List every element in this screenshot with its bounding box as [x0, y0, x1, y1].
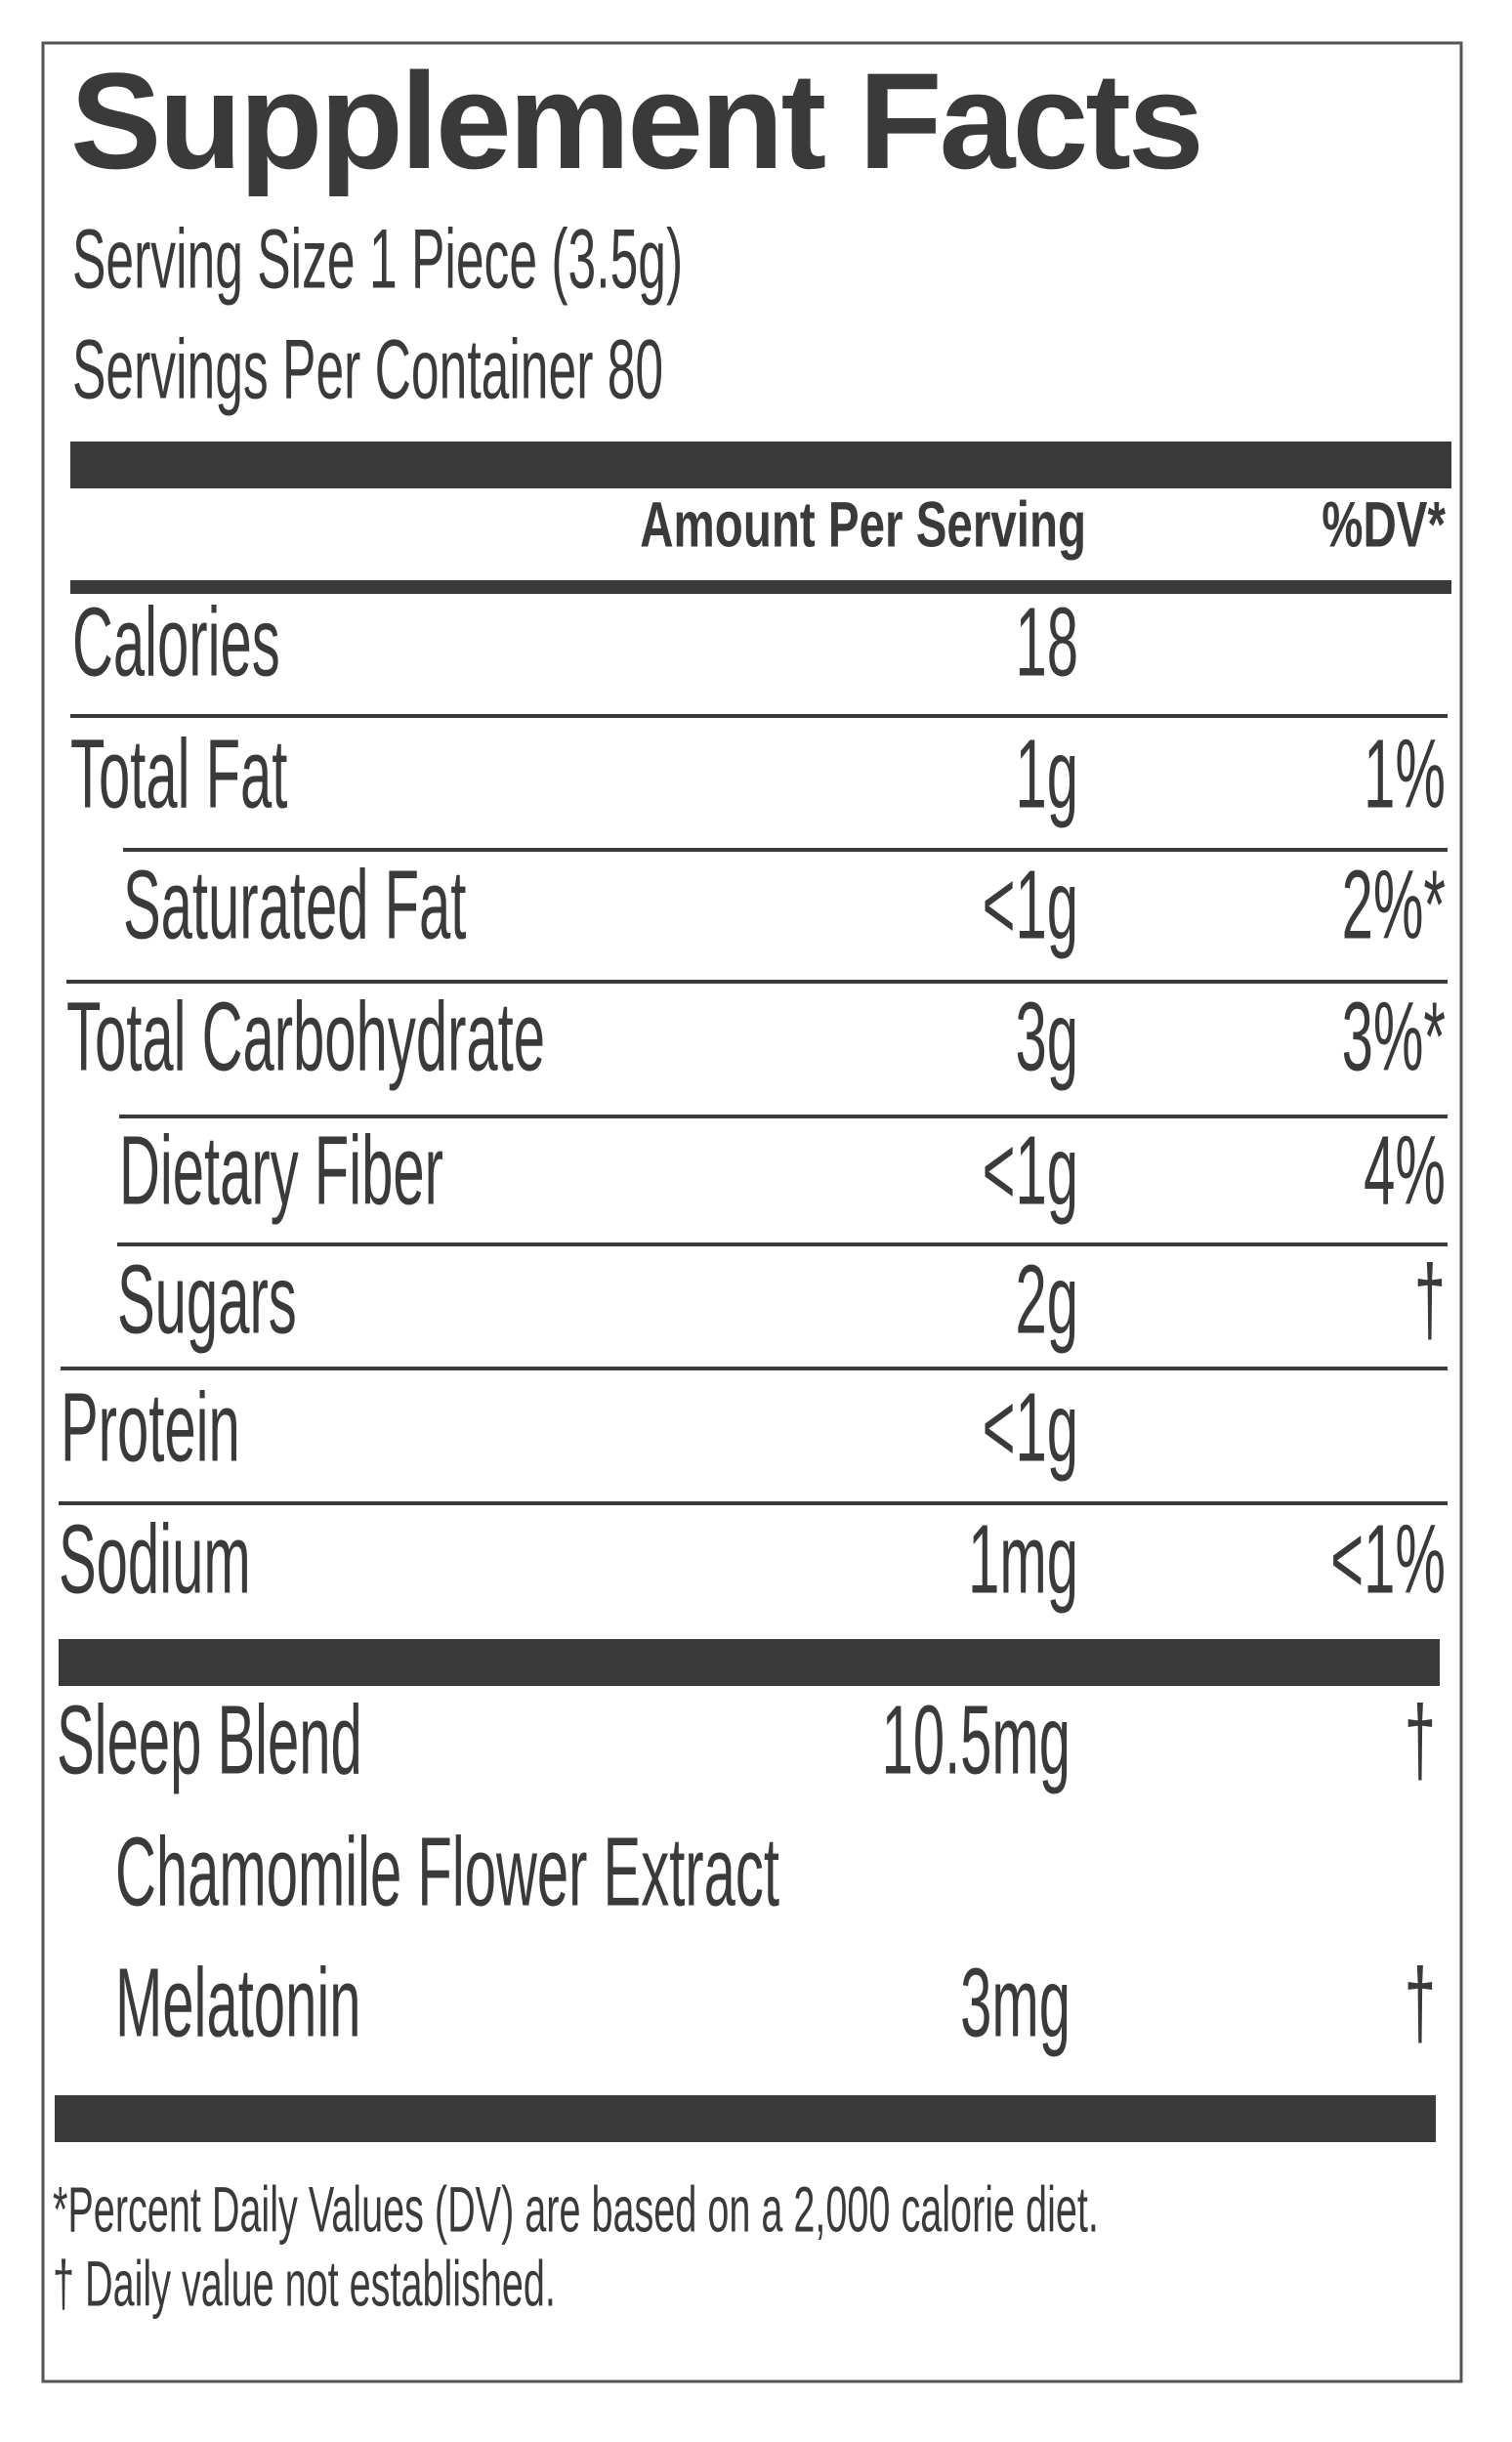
medium-bar — [70, 580, 1451, 594]
nutrient-amount: 1g — [1015, 720, 1078, 828]
serving-size: Serving Size 1 Piece (3.5g) — [72, 213, 683, 307]
nutrient-name: Protein — [61, 1373, 240, 1482]
blend-ingredient: Melatonin — [115, 1949, 360, 2057]
nutrient-amount: <1g — [983, 1116, 1078, 1225]
blend-ingredient: Sleep Blend — [57, 1686, 362, 1794]
nutrient-amount: 18 — [1015, 588, 1078, 696]
thick-bar — [55, 2095, 1436, 2142]
nutrient-amount: <1g — [983, 1373, 1078, 1482]
blend-ingredient: Chamomile Flower Extract — [115, 1818, 779, 1926]
nutrient-name: Sodium — [59, 1505, 251, 1614]
title: Supplement Facts — [70, 44, 1201, 197]
nutrient-name: Saturated Fat — [123, 851, 467, 959]
nutrient-dv: 2%* — [1342, 851, 1446, 959]
thick-bar — [70, 442, 1451, 488]
column-header: Amount Per Serving — [640, 489, 1086, 561]
blend-amount: 10.5mg — [882, 1686, 1071, 1794]
nutrient-amount: 2g — [1015, 1245, 1078, 1354]
nutrient-dv: 4% — [1364, 1116, 1446, 1225]
nutrient-name: Total Carbohydrate — [66, 983, 545, 1091]
nutrient-name: Dietary Fiber — [119, 1116, 443, 1225]
thick-bar — [59, 1639, 1440, 1686]
nutrient-dv: † — [1414, 1245, 1446, 1354]
servings-per-container: Servings Per Container 80 — [72, 323, 663, 417]
nutrient-name: Sugars — [117, 1245, 297, 1354]
blend-dv: † — [1405, 1949, 1436, 2057]
nutrient-amount: 1mg — [968, 1505, 1078, 1614]
footnote: *Percent Daily Values (DV) are based on … — [53, 2173, 1099, 2246]
nutrient-name: Total Fat — [70, 720, 288, 828]
footnote: † Daily value not established. — [53, 2248, 556, 2320]
blend-amount: 3mg — [960, 1949, 1071, 2057]
nutrient-amount: <1g — [983, 851, 1078, 959]
nutrient-dv: 1% — [1364, 720, 1446, 828]
nutrient-dv: <1% — [1330, 1505, 1446, 1614]
blend-dv: † — [1405, 1686, 1436, 1794]
nutrient-name: Calories — [72, 588, 280, 696]
nutrient-amount: 3g — [1015, 983, 1078, 1091]
column-header: %DV* — [1322, 489, 1446, 561]
nutrient-dv: 3%* — [1342, 983, 1446, 1091]
label-border — [41, 41, 1463, 2383]
